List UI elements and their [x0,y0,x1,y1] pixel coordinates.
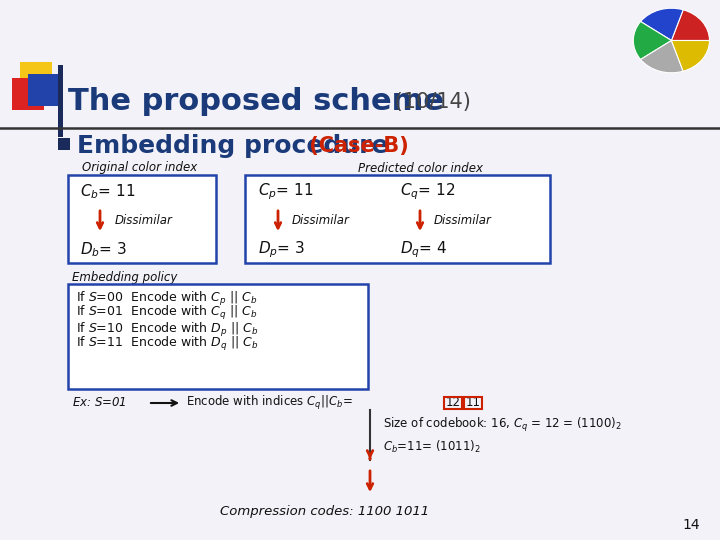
Text: Embedding procedure: Embedding procedure [77,134,389,158]
Wedge shape [641,40,683,73]
Text: 11: 11 [466,396,480,409]
Text: $D_p$= 3: $D_p$= 3 [258,240,305,260]
Text: $C_p$= 11: $C_p$= 11 [258,181,313,202]
Text: Dissimilar: Dissimilar [115,214,173,227]
Text: The proposed scheme: The proposed scheme [68,87,444,117]
Text: If $S$=$\mathit{00}$  Encode with $C_p$ || $C_b$: If $S$=$\mathit{00}$ Encode with $C_p$ |… [76,290,258,308]
Text: Predicted color index: Predicted color index [358,161,482,174]
Bar [68,284,368,389]
Text: Dissimilar: Dissimilar [434,214,492,227]
Text: (Case-B): (Case-B) [302,136,409,156]
Bar [58,138,70,150]
Text: Ex: $S$=01: Ex: $S$=01 [72,396,127,409]
Bar [20,62,52,94]
Text: $D_b$= 3: $D_b$= 3 [80,241,127,259]
Bar [464,397,482,409]
Bar [58,65,63,137]
Text: Dissimilar: Dissimilar [292,214,350,227]
Text: 12: 12 [446,396,461,409]
Text: If $S$=$\mathit{01}$  Encode with $C_q$ || $C_b$: If $S$=$\mathit{01}$ Encode with $C_q$ |… [76,304,258,322]
Bar [245,175,550,263]
Text: Encode with indices $C_q$||$C_b$=: Encode with indices $C_q$||$C_b$= [186,394,354,412]
Bar [12,78,44,110]
Text: If $S$=$\mathit{10}$  Encode with $D_p$ || $C_b$: If $S$=$\mathit{10}$ Encode with $D_p$ |… [76,321,258,339]
Text: Size of codebook: 16, $C_q$ = 12 = (1100)$_2$: Size of codebook: 16, $C_q$ = 12 = (1100… [383,416,622,434]
Wedge shape [671,10,709,40]
Text: $C_b$=11= (1011)$_2$: $C_b$=11= (1011)$_2$ [383,439,481,455]
Text: 14: 14 [683,518,700,532]
Wedge shape [634,22,671,59]
Wedge shape [671,40,709,71]
Text: Embedding policy: Embedding policy [72,271,177,284]
Text: (10/14): (10/14) [388,92,471,112]
Wedge shape [641,8,683,40]
Text: Original color index: Original color index [82,161,197,174]
Bar [28,74,60,106]
Text: Compression codes: 1100 1011: Compression codes: 1100 1011 [220,505,429,518]
Bar [68,175,216,263]
Text: $C_q$= 12: $C_q$= 12 [400,181,455,202]
Text: If $S$=$\mathit{11}$  Encode with $D_q$ || $C_b$: If $S$=$\mathit{11}$ Encode with $D_q$ |… [76,335,258,353]
Bar [444,397,462,409]
Text: $C_b$= 11: $C_b$= 11 [80,183,135,201]
Text: $D_q$= 4: $D_q$= 4 [400,240,447,260]
